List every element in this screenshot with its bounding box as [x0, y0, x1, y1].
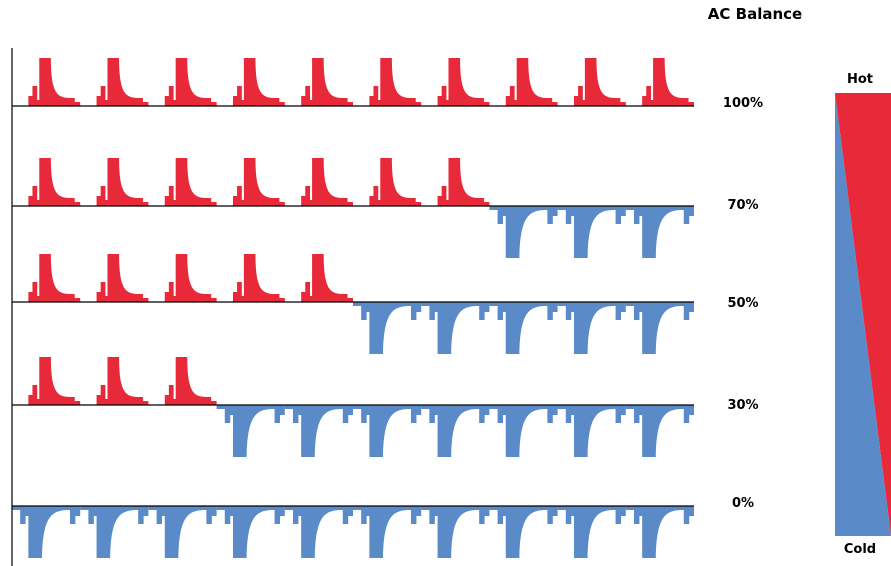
waveform-row	[12, 505, 694, 558]
hot-cycle	[421, 158, 490, 206]
cold-cycle	[80, 506, 149, 558]
hot-cycle	[489, 58, 558, 106]
hot-cycle	[353, 58, 422, 106]
cold-cycle	[557, 506, 626, 558]
cold-cycle	[216, 405, 285, 457]
legend-cold-label: Cold	[843, 542, 877, 557]
hot-cycle	[12, 158, 81, 206]
hot-cycle	[12, 58, 81, 106]
cold-cycle	[353, 506, 422, 558]
cold-cycle	[284, 506, 353, 558]
hot-cycle	[148, 158, 217, 206]
cold-cycle	[625, 206, 694, 258]
waveform-row	[12, 158, 694, 258]
cold-cycle	[216, 506, 285, 558]
row-label-70: 70%	[727, 198, 759, 213]
hot-cold-legend	[835, 93, 891, 536]
cold-cycle	[557, 302, 626, 354]
hot-cycle	[353, 158, 422, 206]
legend-hot-label: Hot	[846, 72, 874, 87]
hot-cycle	[284, 158, 353, 206]
hot-cycle	[148, 254, 217, 302]
cold-cycle	[625, 302, 694, 354]
hot-cycle	[148, 58, 217, 106]
cold-cycle	[625, 405, 694, 457]
row-label-100: 100%	[722, 96, 764, 111]
hot-cycle	[557, 58, 626, 106]
hot-cycle	[80, 357, 149, 405]
hot-cycle	[80, 254, 149, 302]
cold-cycle	[489, 302, 558, 354]
hot-cycle	[216, 158, 285, 206]
legend-cold-region	[835, 93, 891, 536]
row-label-0: 0%	[731, 496, 755, 511]
hot-cycle	[80, 158, 149, 206]
hot-cycle	[12, 254, 81, 302]
cold-cycle	[557, 206, 626, 258]
cold-cycle	[12, 506, 81, 558]
page-title: AC Balance	[707, 5, 803, 23]
cold-cycle	[557, 405, 626, 457]
hot-cycle	[625, 58, 694, 106]
hot-cycle	[216, 254, 285, 302]
waveform-row	[12, 254, 694, 354]
hot-cycle	[216, 58, 285, 106]
hot-cycle	[284, 58, 353, 106]
cold-cycle	[353, 405, 422, 457]
cold-cycle	[421, 405, 490, 457]
cold-cycle	[421, 506, 490, 558]
cold-cycle	[284, 405, 353, 457]
cold-cycle	[625, 506, 694, 558]
cold-cycle	[353, 302, 422, 354]
waveform-row	[12, 58, 694, 107]
hot-cycle	[284, 254, 353, 302]
waveform-row	[12, 357, 694, 457]
row-label-50: 50%	[727, 296, 759, 311]
hot-cycle	[421, 58, 490, 106]
waveforms-group	[12, 58, 694, 558]
cold-cycle	[489, 405, 558, 457]
hot-cycle	[80, 58, 149, 106]
hot-cycle	[12, 357, 81, 405]
cold-cycle	[489, 506, 558, 558]
hot-cycle	[148, 357, 217, 405]
row-label-30: 30%	[727, 398, 759, 413]
cold-cycle	[489, 206, 558, 258]
cold-cycle	[421, 302, 490, 354]
cold-cycle	[148, 506, 217, 558]
